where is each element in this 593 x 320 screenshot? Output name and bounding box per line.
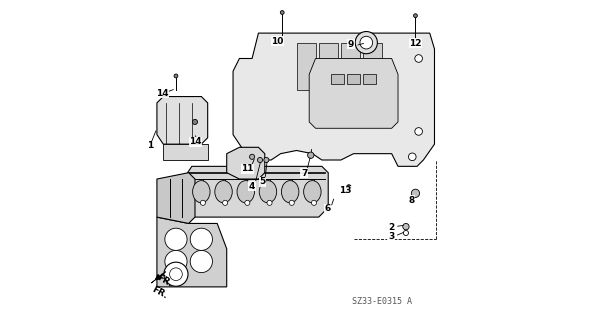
Circle shape	[355, 32, 377, 54]
Polygon shape	[151, 272, 166, 283]
Polygon shape	[341, 43, 360, 90]
Ellipse shape	[304, 180, 321, 203]
Circle shape	[347, 185, 351, 189]
Bar	[331, 74, 344, 84]
Text: 12: 12	[409, 39, 422, 48]
Circle shape	[415, 55, 422, 62]
Circle shape	[190, 228, 212, 251]
Circle shape	[257, 157, 263, 163]
Polygon shape	[318, 43, 338, 90]
Circle shape	[280, 11, 284, 14]
Polygon shape	[157, 217, 227, 287]
Ellipse shape	[237, 180, 254, 203]
Circle shape	[264, 157, 269, 163]
Text: 13: 13	[339, 186, 351, 195]
Polygon shape	[179, 166, 328, 217]
Text: 3: 3	[388, 232, 394, 241]
Text: 14: 14	[189, 137, 202, 146]
Circle shape	[222, 200, 228, 205]
Ellipse shape	[215, 180, 232, 203]
Text: 6: 6	[324, 204, 331, 213]
Circle shape	[412, 189, 420, 197]
Text: FR.: FR.	[155, 273, 174, 289]
Circle shape	[165, 251, 187, 273]
Polygon shape	[233, 33, 435, 166]
Circle shape	[245, 200, 250, 205]
Text: 4: 4	[249, 181, 255, 190]
Circle shape	[165, 228, 187, 251]
Ellipse shape	[282, 180, 299, 203]
Text: 7: 7	[301, 169, 307, 178]
Text: 11: 11	[241, 164, 254, 173]
Circle shape	[360, 36, 372, 49]
Circle shape	[413, 14, 417, 18]
Circle shape	[250, 154, 254, 159]
Text: 9: 9	[348, 40, 354, 49]
Text: 2: 2	[388, 223, 394, 232]
Bar	[347, 74, 360, 84]
Text: 14: 14	[157, 89, 169, 98]
Circle shape	[289, 200, 294, 205]
Polygon shape	[157, 173, 195, 223]
Circle shape	[174, 74, 178, 78]
Circle shape	[308, 152, 314, 158]
Ellipse shape	[259, 180, 277, 203]
Ellipse shape	[193, 180, 210, 203]
Circle shape	[415, 128, 422, 135]
Circle shape	[200, 200, 205, 205]
Text: SZ33-E0315 A: SZ33-E0315 A	[352, 297, 412, 306]
Circle shape	[164, 262, 188, 286]
Polygon shape	[227, 147, 265, 179]
Polygon shape	[363, 43, 382, 90]
Polygon shape	[157, 97, 208, 144]
Circle shape	[403, 230, 409, 236]
Bar	[363, 74, 376, 84]
Circle shape	[190, 251, 212, 273]
Text: FR.: FR.	[150, 284, 169, 300]
Polygon shape	[163, 144, 208, 160]
Circle shape	[409, 153, 416, 161]
Text: 8: 8	[408, 196, 415, 205]
Circle shape	[193, 119, 197, 124]
Text: 1: 1	[147, 141, 153, 150]
Circle shape	[170, 268, 182, 281]
Circle shape	[267, 200, 272, 205]
Circle shape	[311, 200, 317, 205]
Polygon shape	[309, 59, 398, 128]
Circle shape	[403, 223, 409, 230]
Polygon shape	[296, 43, 315, 90]
Text: 10: 10	[271, 36, 283, 45]
Text: 5: 5	[259, 177, 265, 186]
